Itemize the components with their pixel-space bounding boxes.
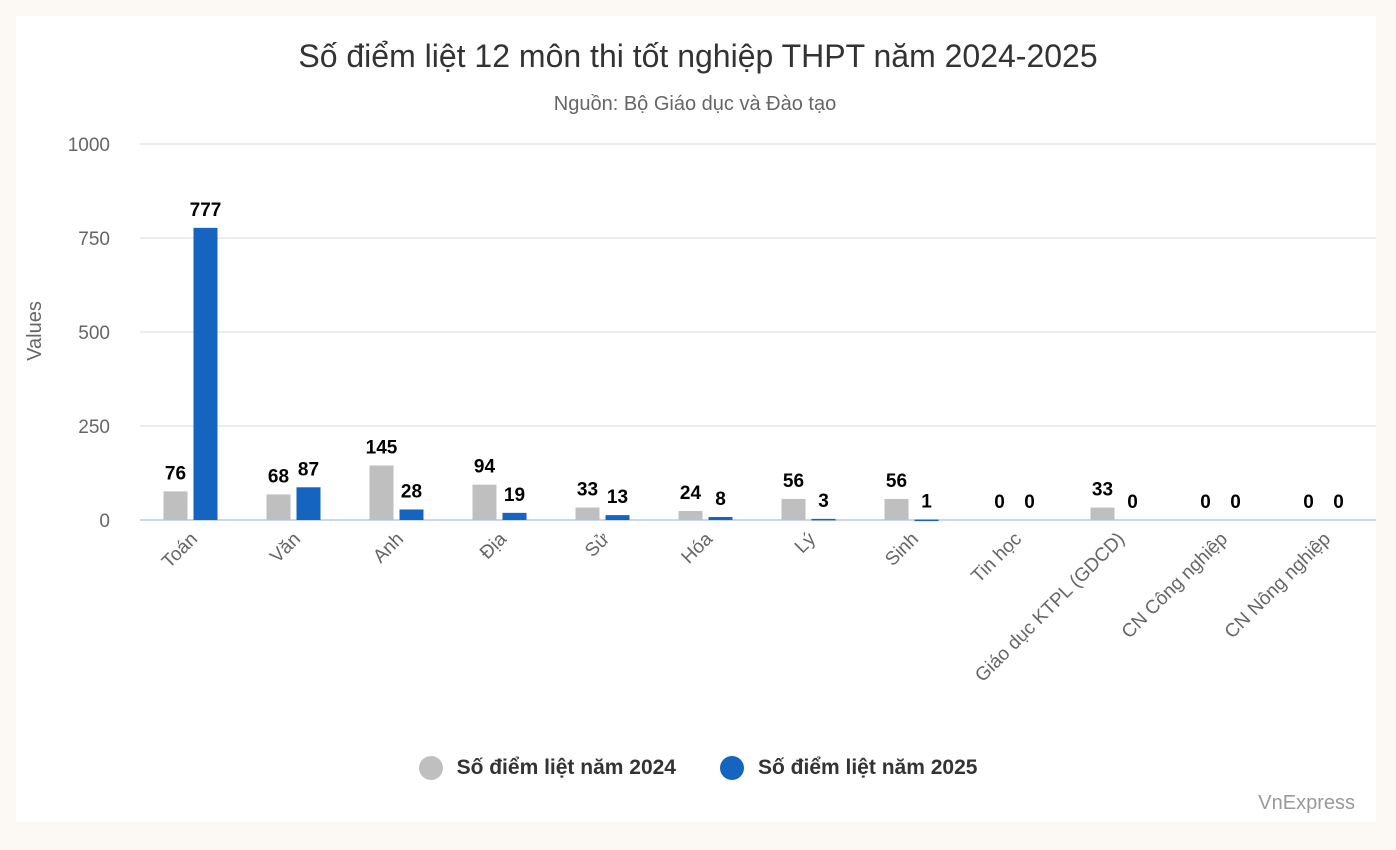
legend-label: Số điểm liệt năm 2024 [456, 756, 676, 779]
data-label: 3 [818, 491, 829, 512]
legend-item-2024[interactable]: Số điểm liệt năm 2024 [418, 756, 676, 780]
data-label: 33 [577, 480, 598, 501]
legend-label: Số điểm liệt năm 2025 [758, 756, 978, 779]
bar-2025[interactable] [296, 487, 321, 520]
data-label: 33 [1092, 480, 1113, 501]
data-label: 56 [886, 471, 907, 492]
x-tick-label: Toán [158, 529, 202, 573]
bar-2024[interactable] [472, 484, 497, 520]
data-label: 145 [366, 437, 398, 458]
data-label: 0 [1200, 492, 1211, 513]
data-label: 0 [1127, 492, 1138, 513]
data-label: 777 [190, 200, 222, 221]
x-tick-label: Hóa [678, 528, 718, 568]
source-credit: VnExpress [1258, 792, 1355, 814]
bar-2024[interactable] [884, 498, 909, 520]
data-label: 24 [680, 483, 702, 504]
y-tick-label: 750 [78, 229, 110, 250]
data-label: 13 [607, 487, 628, 508]
legend-dot-icon [720, 756, 744, 780]
data-label: 68 [268, 466, 289, 487]
legend-item-2025[interactable]: Số điểm liệt năm 2025 [720, 756, 977, 780]
x-tick-label: Tin học [968, 529, 1026, 587]
data-label: 0 [1303, 492, 1314, 513]
data-label: 94 [474, 457, 496, 478]
y-tick-label: 500 [78, 323, 110, 344]
bar-2024[interactable] [1090, 507, 1115, 520]
data-label: 0 [994, 492, 1005, 513]
y-tick-label: 1000 [68, 135, 110, 156]
bar-2025[interactable] [399, 509, 424, 520]
data-label: 76 [165, 463, 186, 484]
data-label: 0 [1333, 492, 1344, 513]
y-tick-label: 250 [78, 417, 110, 438]
chart-title: Số điểm liệt 12 môn thi tốt nghiệp THPT … [298, 38, 1098, 74]
chart-legend: Số điểm liệt năm 2024 Số điểm liệt năm 2… [0, 756, 1396, 780]
data-label: 56 [783, 471, 804, 492]
bar-2025[interactable] [193, 227, 218, 520]
x-tick-label: Sử [581, 528, 614, 561]
x-tick-label: Lý [791, 528, 820, 557]
data-label: 0 [1230, 492, 1241, 513]
data-label: 0 [1024, 492, 1035, 513]
x-tick-label: Địa [476, 528, 511, 563]
bar-2025[interactable] [605, 515, 630, 520]
bar-2025[interactable] [708, 516, 733, 520]
chart-card [16, 16, 1376, 822]
bar-2025[interactable] [811, 518, 836, 521]
y-tick-label: 0 [99, 511, 110, 532]
chart-subtitle: Nguồn: Bộ Giáo dục và Đào tạo [553, 93, 837, 115]
legend-dot-icon [418, 756, 443, 780]
bar-2024[interactable] [266, 494, 291, 520]
bar-2025[interactable] [502, 512, 527, 520]
x-tick-label: CN Nông nghiệp [1221, 529, 1335, 643]
bar-2024[interactable] [575, 507, 600, 520]
data-label: 8 [715, 489, 726, 510]
data-label: 1 [921, 492, 932, 513]
x-tick-label: CN Công nghiệp [1118, 529, 1232, 643]
x-tick-label: Sinh [881, 529, 923, 571]
bar-2024[interactable] [369, 465, 394, 520]
bar-2025[interactable] [914, 519, 939, 522]
bar-2024[interactable] [781, 498, 806, 520]
bar-2024[interactable] [678, 510, 703, 520]
bar-2024[interactable] [163, 491, 188, 520]
x-tick-label: Anh [369, 529, 408, 568]
data-label: 87 [298, 459, 319, 480]
data-label: 19 [504, 485, 525, 506]
data-label: 28 [401, 481, 422, 502]
x-tick-label: Văn [266, 529, 305, 568]
y-axis-title: Values [24, 301, 46, 361]
